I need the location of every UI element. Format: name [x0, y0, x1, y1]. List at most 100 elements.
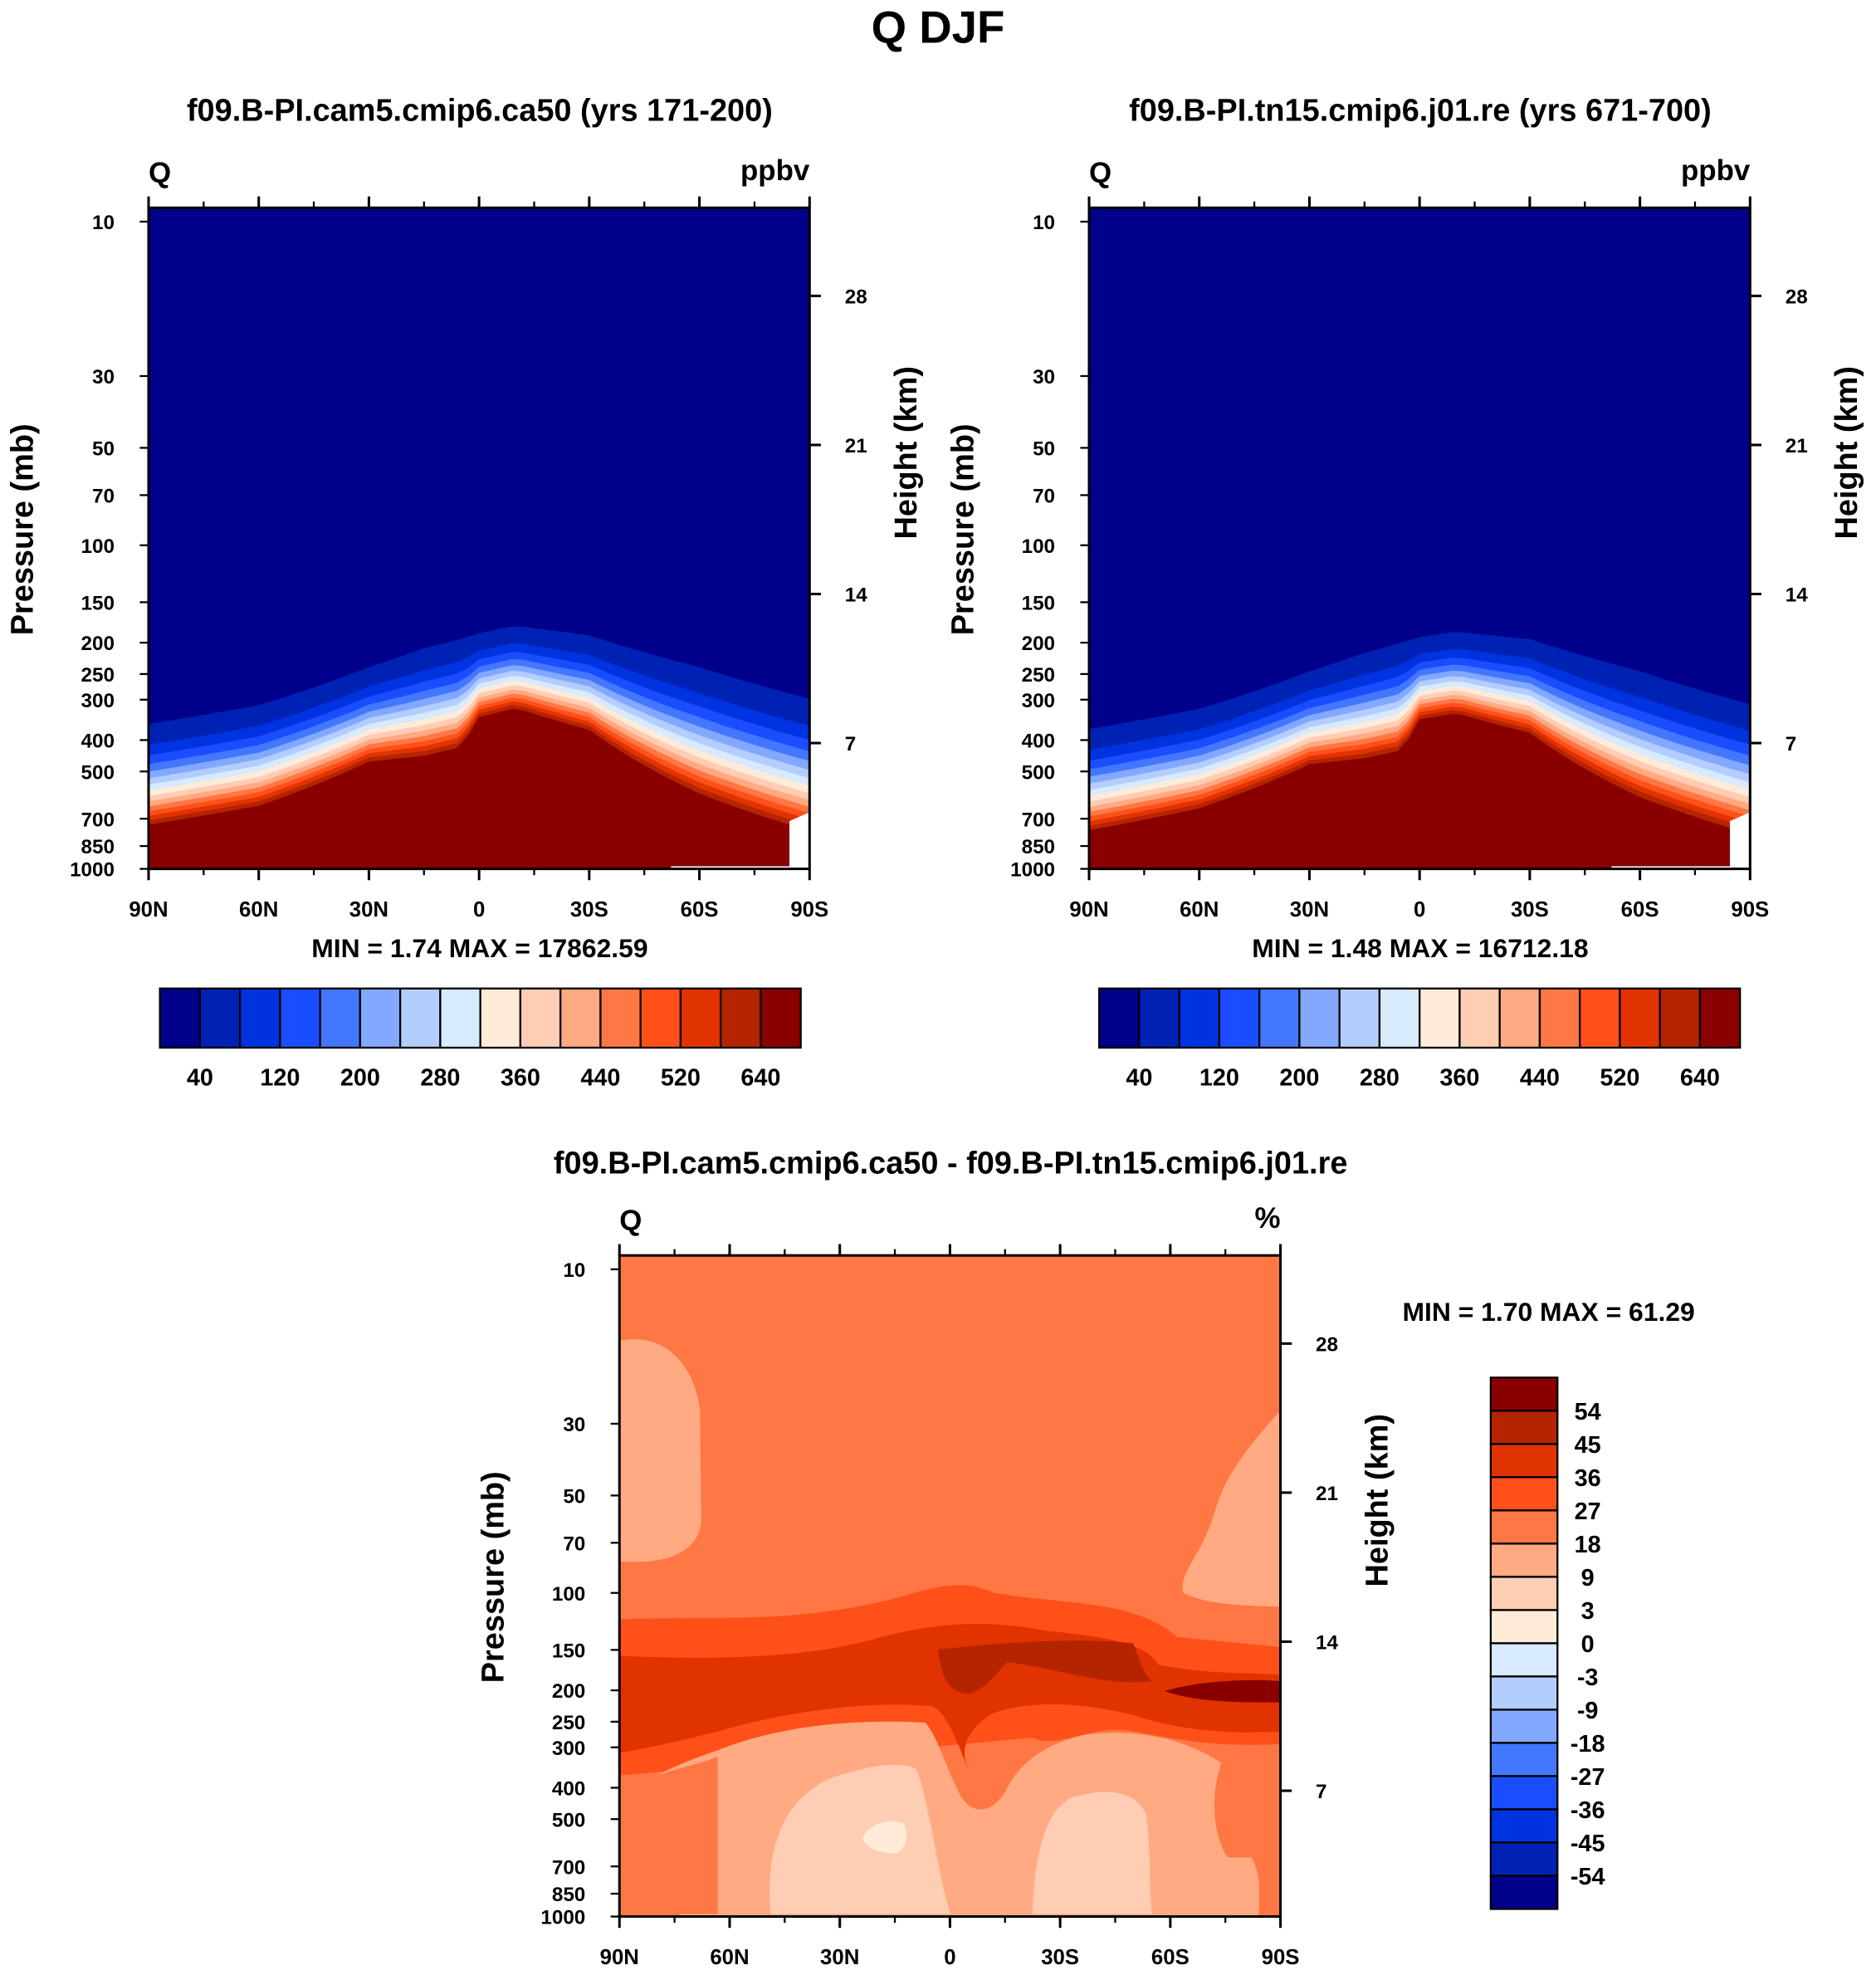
colorbar-label: 9 [1581, 1565, 1595, 1591]
y-right-tick-label: 28 [1316, 1333, 1338, 1356]
x-tick-label: 30N [820, 1946, 859, 1969]
colorbar-label: 45 [1575, 1432, 1601, 1459]
y-tick-label: 300 [81, 690, 115, 712]
y-tick-label: 70 [1033, 486, 1055, 508]
colorbar-box [1489, 1476, 1559, 1512]
colorbar-box [1619, 987, 1661, 1049]
colorbar-label: 18 [1575, 1532, 1601, 1558]
y-right-tick-label: 7 [1316, 1781, 1327, 1803]
colorbar-box [359, 987, 402, 1049]
variable-label: Q [149, 157, 171, 189]
contour-0-3 [862, 1821, 907, 1854]
y-tick-label: 100 [1022, 535, 1055, 558]
contour-field [619, 1255, 1281, 1917]
colorbar-box [1419, 987, 1461, 1049]
y-right-tick-label: 28 [1786, 286, 1808, 309]
x-tick-label: 60S [1151, 1946, 1190, 1969]
colorbar-box [1659, 987, 1702, 1049]
colorbar-label: -27 [1571, 1764, 1605, 1791]
colorbar-label: -54 [1571, 1864, 1605, 1890]
colorbar-label: -18 [1571, 1731, 1605, 1758]
colorbar-label: 360 [1439, 1064, 1479, 1091]
colorbar-ca50: 40 120 200 280 360 440 520 640 [159, 987, 802, 1091]
figure-title: Q DJF [872, 2, 1005, 53]
y-axis-label-right: Height (km) [1830, 366, 1864, 539]
y-right-tick-label: 28 [845, 286, 867, 309]
y-tick-label: 30 [1033, 366, 1055, 389]
colorbar-box [1378, 987, 1421, 1049]
y-tick-label: 1000 [1010, 859, 1055, 882]
min-max-label: MIN = 1.70 MAX = 61.29 [1403, 1297, 1695, 1327]
colorbar-label: 200 [1279, 1064, 1319, 1091]
x-tick-label: 30S [1511, 898, 1549, 922]
colorbar-box [198, 987, 242, 1049]
x-tick-label: 0 [944, 1946, 955, 1969]
contour-field [148, 208, 810, 869]
y-tick-label: 500 [1022, 761, 1055, 784]
y-tick-label: 250 [552, 1712, 585, 1734]
colorbar-box [1178, 987, 1221, 1049]
y-tick-label: 50 [1033, 438, 1055, 461]
x-tick-label: 90S [1731, 898, 1769, 922]
y-tick-label: 500 [81, 761, 115, 784]
y-right-tick-label: 14 [1786, 584, 1808, 607]
colorbar-box [1489, 1875, 1559, 1910]
contour-9-18-ne [1182, 1410, 1281, 1607]
colorbar-box [279, 987, 321, 1049]
below-surface-mask [1611, 812, 1751, 869]
y-axis-label: Pressure (mb) [476, 1471, 511, 1683]
y-tick-label: 300 [552, 1738, 585, 1760]
colorbar-box [1489, 1642, 1559, 1678]
colorbar-box [1489, 1742, 1559, 1777]
colorbar-box [1489, 1709, 1559, 1744]
colorbar-box [1489, 1410, 1559, 1445]
contour-18-27-sw [619, 1756, 718, 1914]
colorbar-label: 280 [1360, 1064, 1400, 1091]
colorbar-box [1138, 987, 1180, 1049]
panel-tn15: 90N 60N 30N 0 30S 60S 90S 10 30 50 70 100 150 200 250 3… [945, 94, 1864, 963]
colorbar-box [760, 987, 802, 1049]
panel-subtitle: f09.B-PI.cam5.cmip6.ca50 - f09.B-PI.tn15… [554, 1146, 1348, 1181]
y-tick-label: 1000 [540, 1907, 585, 1929]
colorbar-box [1579, 987, 1621, 1049]
x-tick-label: 0 [1414, 898, 1425, 922]
colorbar-label: 440 [580, 1064, 620, 1091]
colorbar-label: 360 [501, 1064, 540, 1091]
y-right-tick-label: 14 [845, 584, 867, 607]
colorbar-label: 120 [260, 1064, 300, 1091]
x-tick-label: 30S [570, 898, 608, 922]
y-tick-label: 400 [552, 1778, 585, 1801]
contour-band-15 [1089, 713, 1751, 869]
colorbar-label: 520 [661, 1064, 701, 1091]
contour-18-27-se [1221, 1743, 1281, 1917]
y-tick-label: 500 [552, 1809, 585, 1831]
units-label: ppbv [1681, 154, 1751, 187]
y-tick-label: 30 [563, 1414, 585, 1436]
y-tick-label: 250 [81, 664, 115, 687]
colorbar-box [599, 987, 642, 1049]
y-right-tick-label: 14 [1316, 1632, 1338, 1655]
colorbar-box [1298, 987, 1341, 1049]
y-tick-label: 150 [552, 1640, 585, 1662]
colorbar-box [1258, 987, 1301, 1049]
colorbar-box [319, 987, 362, 1049]
y-tick-label: 10 [563, 1259, 585, 1282]
y-tick-label: 70 [563, 1533, 585, 1555]
y-right-tick-label: 21 [1786, 435, 1808, 457]
x-tick-label: 60N [239, 898, 278, 922]
panel-subtitle: f09.B-PI.cam5.cmip6.ca50 (yrs 171-200) [187, 94, 773, 129]
y-tick-label: 10 [1033, 212, 1055, 234]
y-axis-label-right: Height (km) [889, 366, 924, 539]
y-tick-label: 700 [1022, 809, 1055, 831]
colorbar-label: 280 [420, 1064, 460, 1091]
y-tick-label: 100 [81, 535, 115, 558]
variable-label: Q [619, 1205, 642, 1237]
x-tick-label: 0 [473, 898, 485, 922]
colorbar-difference: 54 45 36 27 18 9 3 0 -3 -9 -18 -27 -36 -45 -54 [1489, 1376, 1605, 1910]
colorbar-label: -9 [1577, 1698, 1599, 1724]
y-axis-label-right: Height (km) [1360, 1414, 1395, 1586]
colorbar-label: 440 [1520, 1064, 1560, 1091]
contour-9-18-nw [619, 1339, 701, 1562]
panel-subtitle: f09.B-PI.tn15.cmip6.j01.re (yrs 671-700) [1129, 94, 1712, 129]
